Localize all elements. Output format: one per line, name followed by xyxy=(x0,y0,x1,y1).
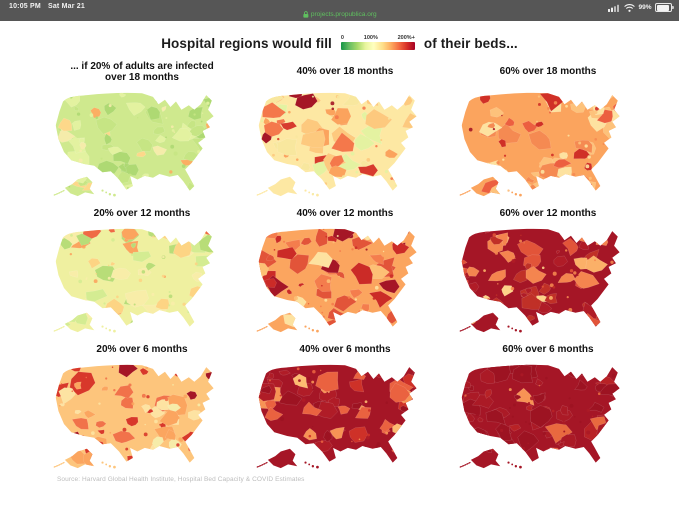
legend-label-min: 0 xyxy=(340,35,344,41)
battery-icon xyxy=(655,3,674,12)
map-title-60-12: 60% over 12 months xyxy=(499,207,597,219)
us-choropleth-map-20-18 xyxy=(53,92,214,197)
url-text[interactable]: projects.propublica.org xyxy=(310,11,377,18)
map-cell-40-6: 40% over 6 months xyxy=(250,342,440,469)
status-time-date: 10:05 PM Sat Mar 21 xyxy=(9,3,85,10)
address-bar[interactable]: projects.propublica.org xyxy=(302,11,377,18)
us-choropleth-map-20-6 xyxy=(53,364,214,469)
map-cell-60-6: 60% over 6 months xyxy=(453,342,643,469)
map-title-60-6: 60% over 6 months xyxy=(502,343,594,355)
page-title-left: Hospital regions would fill xyxy=(161,36,332,51)
wifi-icon xyxy=(624,3,635,12)
map-title-40-12: 40% over 12 months xyxy=(296,207,394,219)
us-choropleth-map-60-6 xyxy=(459,364,620,469)
lock-icon xyxy=(302,11,308,18)
maps-grid: ... if 20% of adults are infected over 1… xyxy=(0,59,679,469)
us-choropleth-map-40-6 xyxy=(256,364,417,469)
map-title-20-12: 20% over 12 months xyxy=(93,207,191,219)
legend-labels: 0 100% 200%+ xyxy=(341,35,415,41)
us-choropleth-map-40-18 xyxy=(256,92,417,197)
legend-label-mid: 100% xyxy=(363,35,378,41)
battery-percent: 99% xyxy=(638,4,652,11)
us-choropleth-map-40-12 xyxy=(256,228,417,333)
legend-gradient-bar xyxy=(340,42,415,50)
status-time: 10:05 PM xyxy=(9,3,41,10)
us-choropleth-map-20-12 xyxy=(53,228,214,333)
map-cell-20-18: ... if 20% of adults are infected over 1… xyxy=(47,59,237,197)
map-title-60-18: 60% over 18 months xyxy=(499,66,597,78)
status-indicators: 99% xyxy=(608,3,674,12)
cellular-signal-icon xyxy=(608,4,620,12)
map-title-40-6: 40% over 6 months xyxy=(299,343,391,355)
map-cell-20-12: 20% over 12 months xyxy=(47,206,237,333)
map-cell-60-12: 60% over 12 months xyxy=(453,206,643,333)
map-title-20-18: ... if 20% of adults are infected over 1… xyxy=(70,60,214,84)
page-header: Hospital regions would fill 0 100% 200%+… xyxy=(0,35,679,51)
map-cell-20-6: 20% over 6 months xyxy=(47,342,237,469)
us-choropleth-map-60-18 xyxy=(459,92,620,197)
status-date: Sat Mar 21 xyxy=(47,3,85,10)
us-choropleth-map-60-12 xyxy=(459,228,620,333)
map-title-20-6: 20% over 6 months xyxy=(96,343,188,355)
status-bar: 10:05 PM Sat Mar 21 projects.propublica.… xyxy=(0,0,679,21)
map-cell-40-18: 40% over 18 months xyxy=(250,59,440,197)
map-cell-60-18: 60% over 18 months xyxy=(453,59,643,197)
color-scale-legend: 0 100% 200%+ xyxy=(340,35,415,50)
legend-label-max: 200%+ xyxy=(397,35,415,41)
map-title-40-18: 40% over 18 months xyxy=(296,66,394,78)
map-cell-40-12: 40% over 12 months xyxy=(250,206,440,333)
page-title-right: of their beds... xyxy=(423,36,518,51)
source-credit: Source: Harvard Global Health Institute,… xyxy=(57,476,305,483)
